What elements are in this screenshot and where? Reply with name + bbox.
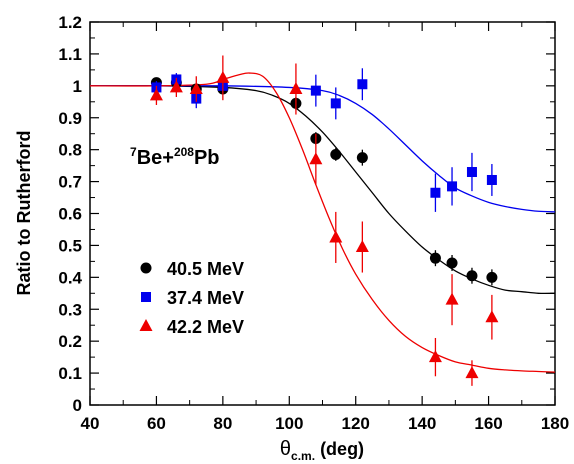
x-axis-title-unit: (deg) — [315, 439, 364, 459]
annotation-element-1: Be+ — [137, 147, 174, 169]
x-tick-label: 140 — [408, 414, 436, 433]
data-point-triangle — [289, 82, 303, 95]
data-point-circle — [486, 271, 498, 283]
x-axis-title-subscript: c.m. — [291, 449, 315, 463]
y-tick-label: 1.2 — [58, 13, 82, 32]
data-point-triangle — [149, 88, 163, 101]
data-point-circle — [446, 257, 458, 269]
fit-curves — [89, 72, 556, 373]
data-point-triangle — [355, 240, 369, 253]
data-point-square — [486, 174, 497, 185]
data-points — [149, 55, 499, 386]
y-tick-label: 0.6 — [58, 205, 82, 224]
data-point-circle — [429, 252, 441, 264]
y-tick-label: 0.1 — [58, 364, 82, 383]
data-point-square — [357, 79, 368, 90]
data-point-triangle — [485, 310, 499, 323]
data-point-square — [447, 181, 458, 192]
legend-label: 40.5 MeV — [167, 259, 244, 279]
annotation-element-2: Pb — [194, 147, 220, 169]
annotation-mass-2: 208 — [174, 145, 194, 159]
y-tick-label: 0.3 — [58, 300, 82, 319]
data-point-triangle — [428, 350, 442, 363]
x-tick-label: 80 — [213, 414, 232, 433]
legend-label: 42.2 MeV — [167, 317, 244, 337]
legend-marker-circle — [140, 262, 152, 274]
data-point-triangle — [329, 230, 343, 243]
x-tick-label: 180 — [541, 414, 569, 433]
legend-marker-triangle — [139, 319, 153, 331]
data-point-triangle — [216, 70, 230, 83]
data-point-triangle — [445, 292, 459, 305]
legend-marker-square — [141, 292, 151, 302]
x-tick-label: 100 — [275, 414, 303, 433]
legend: 40.5 MeV 37.4 MeV 42.2 MeV — [139, 259, 244, 337]
x-axis-title-symbol: θ — [280, 438, 291, 460]
y-tick-label: 0.4 — [58, 268, 82, 287]
y-axis-title: Ratio to Rutherford — [14, 131, 34, 296]
fit-curve-triangle — [89, 72, 556, 373]
y-tick-label: 1.1 — [58, 45, 82, 64]
axis-ticks: 40 60 80 100 120 140 160 180 0 0.1 0.2 0.3 0.4 0.5 0.6… — [58, 13, 569, 433]
y-tick-label: 0.9 — [58, 109, 82, 128]
y-tick-label: 0.5 — [58, 236, 82, 255]
y-tick-label: 0.7 — [58, 173, 82, 192]
legend-label: 37.4 MeV — [167, 288, 244, 308]
data-point-triangle — [169, 80, 183, 93]
x-tick-label: 160 — [474, 414, 502, 433]
fit-curve-square — [90, 85, 556, 213]
data-point-triangle — [309, 152, 323, 165]
data-point-square — [466, 167, 477, 178]
x-tick-label: 60 — [147, 414, 166, 433]
y-tick-label: 0.2 — [58, 332, 82, 351]
y-tick-label: 1 — [73, 77, 82, 96]
data-point-circle — [356, 152, 368, 164]
data-point-circle — [330, 148, 342, 160]
fit-curve-circle — [89, 85, 556, 295]
y-tick-label: 0 — [73, 396, 82, 415]
x-tick-label: 40 — [81, 414, 100, 433]
data-point-circle — [466, 270, 478, 282]
data-point-square — [430, 187, 441, 198]
data-point-triangle — [465, 366, 479, 379]
x-axis-title: θc.m. (deg) — [280, 438, 364, 463]
reaction-annotation: 7Be+208Pb — [130, 145, 220, 169]
x-tick-label: 120 — [342, 414, 370, 433]
data-point-triangle — [189, 82, 203, 95]
annotation-mass-1: 7 — [130, 145, 137, 159]
data-point-square — [330, 98, 341, 109]
data-point-square — [310, 85, 321, 96]
y-tick-label: 0.8 — [58, 141, 82, 160]
